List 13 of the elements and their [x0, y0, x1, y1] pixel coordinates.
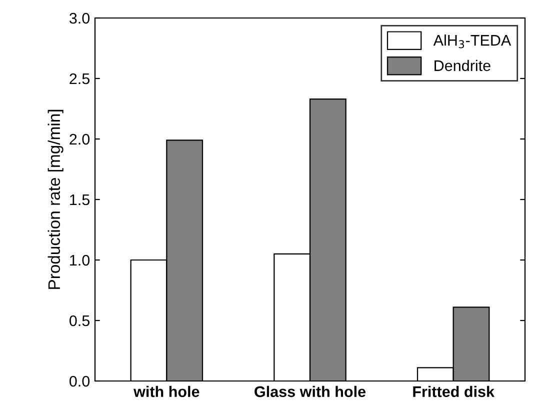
- y-tick-label: 3.0: [69, 12, 90, 24]
- y-axis-title: Production rate [mg/min]: [48, 110, 64, 289]
- y-tick-label: 2.5: [70, 73, 90, 84]
- x-tick-label: Fritted disk: [413, 386, 495, 398]
- legend-label: Dendrite: [434, 60, 490, 72]
- y-tick-label: 0.0: [70, 376, 90, 387]
- y-tick-label: 1.0: [70, 254, 90, 266]
- y-tick-label: 2.0: [70, 134, 90, 145]
- x-tick-label: Glass with hole: [254, 386, 366, 398]
- x-tick-label: with hole: [134, 386, 200, 398]
- legend-label: AlH$_{3}$-TEDA: [433, 34, 512, 48]
- y-tick-label: 0.5: [70, 315, 90, 326]
- y-tick-label: 1.5: [70, 194, 90, 206]
